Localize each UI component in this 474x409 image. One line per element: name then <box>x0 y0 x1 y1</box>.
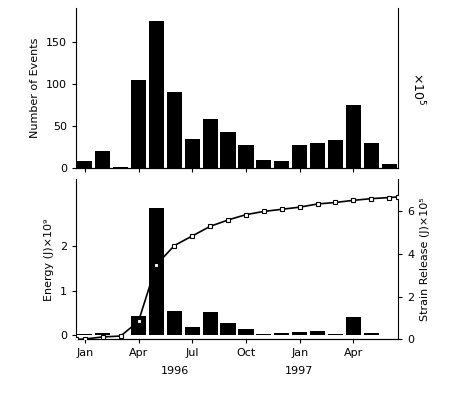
Bar <box>184 327 200 335</box>
Bar <box>328 139 343 168</box>
Bar <box>346 317 361 335</box>
Bar <box>292 145 307 168</box>
Bar <box>202 119 218 168</box>
Y-axis label: Energy (J)×10⁹: Energy (J)×10⁹ <box>44 218 54 301</box>
Y-axis label: Strain Release (J)×10⁵: Strain Release (J)×10⁵ <box>420 198 430 321</box>
Y-axis label: Number of Events: Number of Events <box>30 38 40 138</box>
Bar <box>328 334 343 335</box>
Bar <box>274 162 289 168</box>
Bar <box>310 331 325 335</box>
Bar <box>95 333 110 335</box>
Text: 1997: 1997 <box>284 366 313 376</box>
Bar <box>346 105 361 168</box>
Text: 1996: 1996 <box>161 366 190 376</box>
Bar <box>220 323 236 335</box>
Bar <box>149 208 164 335</box>
Bar <box>274 333 289 335</box>
Bar <box>202 312 218 335</box>
Bar <box>238 329 254 335</box>
Bar <box>167 92 182 168</box>
Bar <box>382 164 397 168</box>
Bar <box>220 132 236 168</box>
Bar <box>131 80 146 168</box>
Bar <box>256 334 272 335</box>
Y-axis label: $\times10^5$: $\times10^5$ <box>409 72 426 105</box>
Bar <box>310 143 325 168</box>
Bar <box>292 332 307 335</box>
Bar <box>131 316 146 335</box>
Bar <box>77 162 92 168</box>
Bar <box>77 334 92 335</box>
Bar <box>364 333 379 335</box>
Bar <box>149 21 164 168</box>
Bar <box>364 143 379 168</box>
Bar <box>184 139 200 168</box>
Bar <box>256 160 272 168</box>
Bar <box>95 151 110 168</box>
Bar <box>238 146 254 168</box>
Bar <box>113 166 128 168</box>
Bar <box>167 310 182 335</box>
